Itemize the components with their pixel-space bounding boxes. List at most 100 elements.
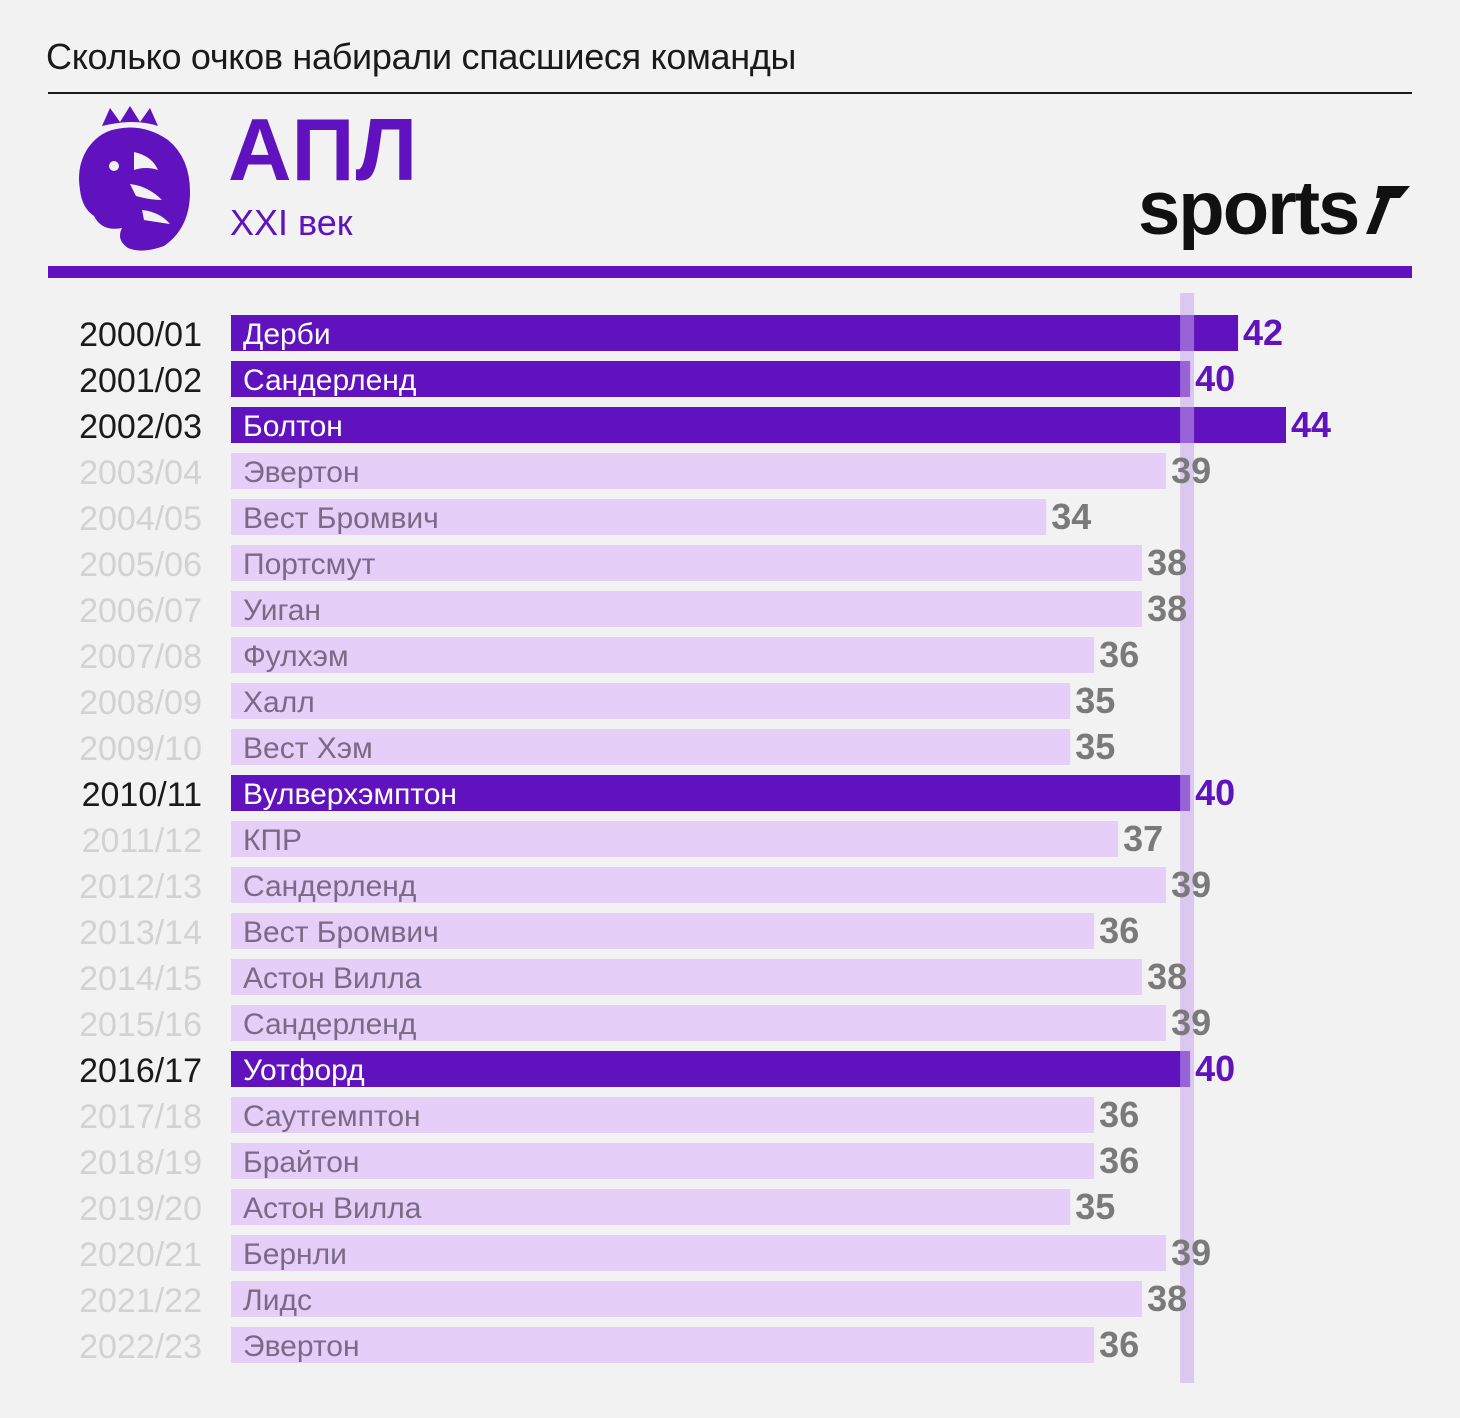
season-label: 2007/08: [79, 638, 202, 676]
value-label: 40: [1195, 1048, 1235, 1089]
bar-2005/06: [231, 545, 1143, 581]
page-title: Сколько очков набирали спасшиеся команды: [46, 36, 797, 77]
bar-2011/12: [231, 821, 1119, 857]
team-label: Уиган: [243, 594, 321, 627]
season-label: 2019/20: [79, 1190, 202, 1228]
value-label: 36: [1099, 1324, 1139, 1365]
team-label: Фулхэм: [243, 640, 349, 673]
season-label: 2010/11: [82, 776, 202, 814]
svg-text:sports: sports: [1138, 168, 1358, 251]
team-label: Вест Хэм: [243, 732, 373, 765]
header-underline: [48, 266, 1412, 278]
team-label: Вест Бромвич: [243, 916, 439, 949]
value-label: 39: [1171, 1232, 1211, 1273]
season-label: 2018/19: [79, 1144, 202, 1182]
bar-2001/02: [231, 361, 1191, 397]
value-label: 35: [1075, 1186, 1115, 1227]
season-label: 2020/21: [79, 1236, 202, 1274]
era-subtitle: XXI век: [230, 202, 353, 243]
team-label: Дерби: [243, 318, 331, 351]
team-label: Вест Бромвич: [243, 502, 439, 535]
value-label: 42: [1243, 312, 1283, 353]
team-label: Астон Вилла: [243, 1192, 422, 1225]
value-label: 39: [1171, 1002, 1211, 1043]
bar-2013/14: [231, 913, 1095, 949]
value-label: 38: [1147, 542, 1187, 583]
season-label: 2005/06: [79, 546, 202, 584]
value-label: 36: [1099, 634, 1139, 675]
bar-2015/16: [231, 1005, 1167, 1041]
team-label: Портсмут: [243, 548, 376, 581]
season-label: 2004/05: [79, 500, 202, 538]
team-label: Астон Вилла: [243, 962, 422, 995]
value-label: 40: [1195, 358, 1235, 399]
team-label: Сандерленд: [243, 870, 416, 903]
bar-2007/08: [231, 637, 1095, 673]
team-label: Саутгемптон: [243, 1100, 421, 1133]
lion-crest-icon: [79, 106, 190, 251]
value-label: 38: [1147, 1278, 1187, 1319]
value-label: 36: [1099, 910, 1139, 951]
season-label: 2017/18: [79, 1098, 202, 1136]
bar-2002/03: [231, 407, 1286, 443]
value-label: 38: [1147, 956, 1187, 997]
team-label: КПР: [243, 824, 302, 857]
threshold-band: [1180, 293, 1195, 1383]
bar-2000/01: [231, 315, 1239, 351]
season-label: 2021/22: [79, 1282, 202, 1320]
league-name: АПЛ: [228, 100, 419, 199]
bar-2014/15: [231, 959, 1143, 995]
value-label: 44: [1291, 404, 1331, 445]
bar-2010/11: [231, 775, 1191, 811]
team-label: Эвертон: [243, 456, 360, 489]
season-label: 2000/01: [79, 316, 202, 354]
team-label: Уотфорд: [243, 1054, 365, 1087]
bar-2018/19: [231, 1143, 1095, 1179]
team-label: Болтон: [243, 410, 343, 443]
bar-2017/18: [231, 1097, 1095, 1133]
bar-2020/21: [231, 1235, 1167, 1271]
bar-2012/13: [231, 867, 1167, 903]
team-label: Лидс: [243, 1284, 312, 1317]
season-label: 2022/23: [79, 1328, 202, 1366]
bar-2022/23: [231, 1327, 1095, 1363]
season-label: 2013/14: [79, 914, 202, 952]
bar-2008/09: [231, 683, 1071, 719]
bar-2004/05: [231, 499, 1047, 535]
team-label: Эвертон: [243, 1330, 360, 1363]
team-label: Брайтон: [243, 1146, 359, 1179]
season-label: 2006/07: [79, 592, 202, 630]
value-label: 36: [1099, 1094, 1139, 1135]
season-label: 2012/13: [79, 868, 202, 906]
team-label: Сандерленд: [243, 1008, 416, 1041]
team-label: Сандерленд: [243, 364, 416, 397]
value-label: 38: [1147, 588, 1187, 629]
bar-2009/10: [231, 729, 1071, 765]
value-label: 35: [1075, 680, 1115, 721]
value-label: 37: [1123, 818, 1163, 859]
top-divider: [48, 92, 1412, 94]
value-label: 39: [1171, 450, 1211, 491]
value-label: 40: [1195, 772, 1235, 813]
bar-2003/04: [231, 453, 1167, 489]
season-label: 2015/16: [79, 1006, 202, 1044]
value-label: 34: [1051, 496, 1091, 537]
bar-2016/17: [231, 1051, 1191, 1087]
season-label: 2014/15: [79, 960, 202, 998]
value-label: 35: [1075, 726, 1115, 767]
season-label: 2016/17: [79, 1052, 202, 1090]
sports-logo: sports: [1138, 168, 1410, 251]
season-label: 2008/09: [79, 684, 202, 722]
season-label: 2002/03: [79, 408, 202, 446]
value-label: 36: [1099, 1140, 1139, 1181]
bar-2021/22: [231, 1281, 1143, 1317]
team-label: Вулверхэмптон: [243, 778, 457, 811]
bar-2019/20: [231, 1189, 1071, 1225]
season-label: 2001/02: [79, 362, 202, 400]
value-label: 39: [1171, 864, 1211, 905]
season-label: 2003/04: [79, 454, 202, 492]
season-label: 2009/10: [79, 730, 202, 768]
bar-2006/07: [231, 591, 1143, 627]
season-label: 2011/12: [82, 822, 202, 860]
